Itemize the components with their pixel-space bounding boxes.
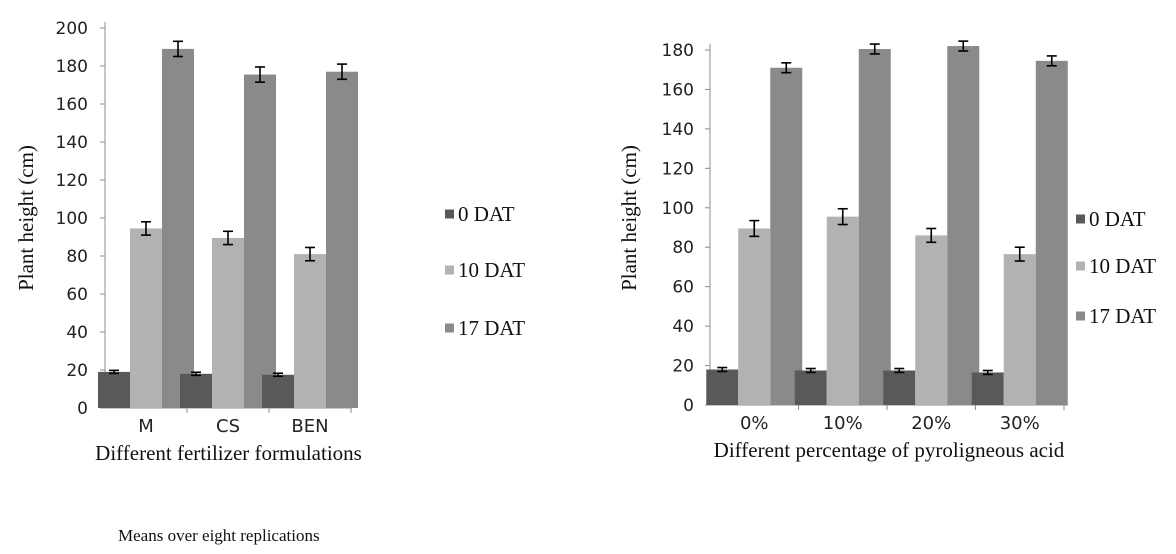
y-tick-label: 100 — [56, 209, 88, 229]
bar-cs-series-3 — [244, 74, 276, 409]
bar-ben-series-2 — [294, 254, 326, 408]
y-tick-label: 140 — [56, 133, 88, 153]
bar-cs-series-2 — [212, 237, 244, 408]
y-tick-label: 120 — [56, 171, 88, 191]
bar-10pct-series-1 — [794, 370, 827, 405]
legend-swatch — [1076, 214, 1085, 224]
x-tick-label: 30% — [1000, 413, 1040, 434]
chart-1: 0 20 40 60 80 100 120 140 160 180 200 M CS BEN Differe… — [14, 19, 525, 465]
bar-30pct-series-1 — [971, 372, 1004, 405]
bar-0pct-series-2 — [738, 228, 771, 405]
legend-label: 17 DAT — [1089, 304, 1156, 328]
y-tick-label: 0 — [77, 399, 88, 419]
y-tick-label: 0 — [683, 396, 694, 416]
x-tick-label: CS — [216, 416, 240, 437]
legend-label: 0 DAT — [458, 202, 515, 226]
chart-2: 0 20 40 60 80 100 120 140 160 180 0% 10% 20% 30% Diffe… — [617, 40, 1156, 462]
x-tick-label: BEN — [291, 416, 328, 437]
y-tick-label: 60 — [66, 285, 88, 305]
legend-label: 10 DAT — [458, 258, 525, 282]
bar-m-series-2 — [130, 228, 162, 408]
y-axis-title: Plant height (cm) — [617, 145, 641, 291]
legend-swatch — [1076, 261, 1085, 271]
bar-10pct-series-2 — [826, 216, 859, 405]
bar-cs-series-1 — [180, 373, 212, 408]
x-axis-title: Different percentage of pyroligneous aci… — [714, 438, 1065, 462]
footnote: Means over eight replications — [118, 526, 320, 545]
bar-20pct-series-3 — [947, 46, 980, 406]
y-tick-label: 80 — [672, 238, 694, 258]
legend-swatch — [445, 323, 454, 333]
legend-swatch — [1076, 311, 1085, 321]
y-tick-label: 200 — [56, 19, 88, 39]
x-tick-label: 0% — [740, 413, 769, 434]
bar-m-series-1 — [98, 371, 130, 408]
bar-ben-series-1 — [262, 374, 294, 408]
y-tick-label: 100 — [662, 199, 694, 219]
bar-m-series-3 — [162, 48, 194, 409]
y-tick-label: 140 — [662, 120, 694, 140]
y-tick-label: 160 — [56, 95, 88, 115]
y-tick-label: 40 — [66, 323, 88, 343]
y-tick-label: 180 — [662, 41, 694, 61]
y-tick-label: 20 — [672, 357, 694, 377]
y-tick-label: 20 — [66, 361, 88, 381]
x-tick-label: M — [138, 416, 154, 437]
bar-20pct-series-1 — [883, 370, 916, 405]
legend-label: 10 DAT — [1089, 254, 1156, 278]
bar-30pct-series-2 — [1003, 254, 1036, 405]
bar-0pct-series-1 — [706, 369, 739, 405]
y-tick-label: 40 — [672, 317, 694, 337]
y-tick-label: 120 — [662, 159, 694, 179]
x-axis-title: Different fertilizer formulations — [95, 441, 362, 465]
y-tick-label: 60 — [672, 278, 694, 298]
bar-20pct-series-2 — [915, 235, 948, 405]
x-tick-label: 10% — [823, 413, 863, 434]
bar-0pct-series-3 — [770, 67, 803, 405]
bar-10pct-series-3 — [858, 49, 891, 406]
x-tick-label: 20% — [911, 413, 951, 434]
y-tick-label: 80 — [66, 247, 88, 267]
legend-label: 17 DAT — [458, 316, 525, 340]
legend-swatch — [445, 265, 454, 275]
bar-30pct-series-3 — [1035, 60, 1068, 405]
legend-label: 0 DAT — [1089, 207, 1146, 231]
legend-swatch — [445, 209, 454, 219]
y-tick-label: 160 — [662, 80, 694, 100]
bar-ben-series-3 — [326, 71, 358, 408]
y-axis-title: Plant height (cm) — [14, 145, 38, 291]
y-tick-label: 180 — [56, 57, 88, 77]
